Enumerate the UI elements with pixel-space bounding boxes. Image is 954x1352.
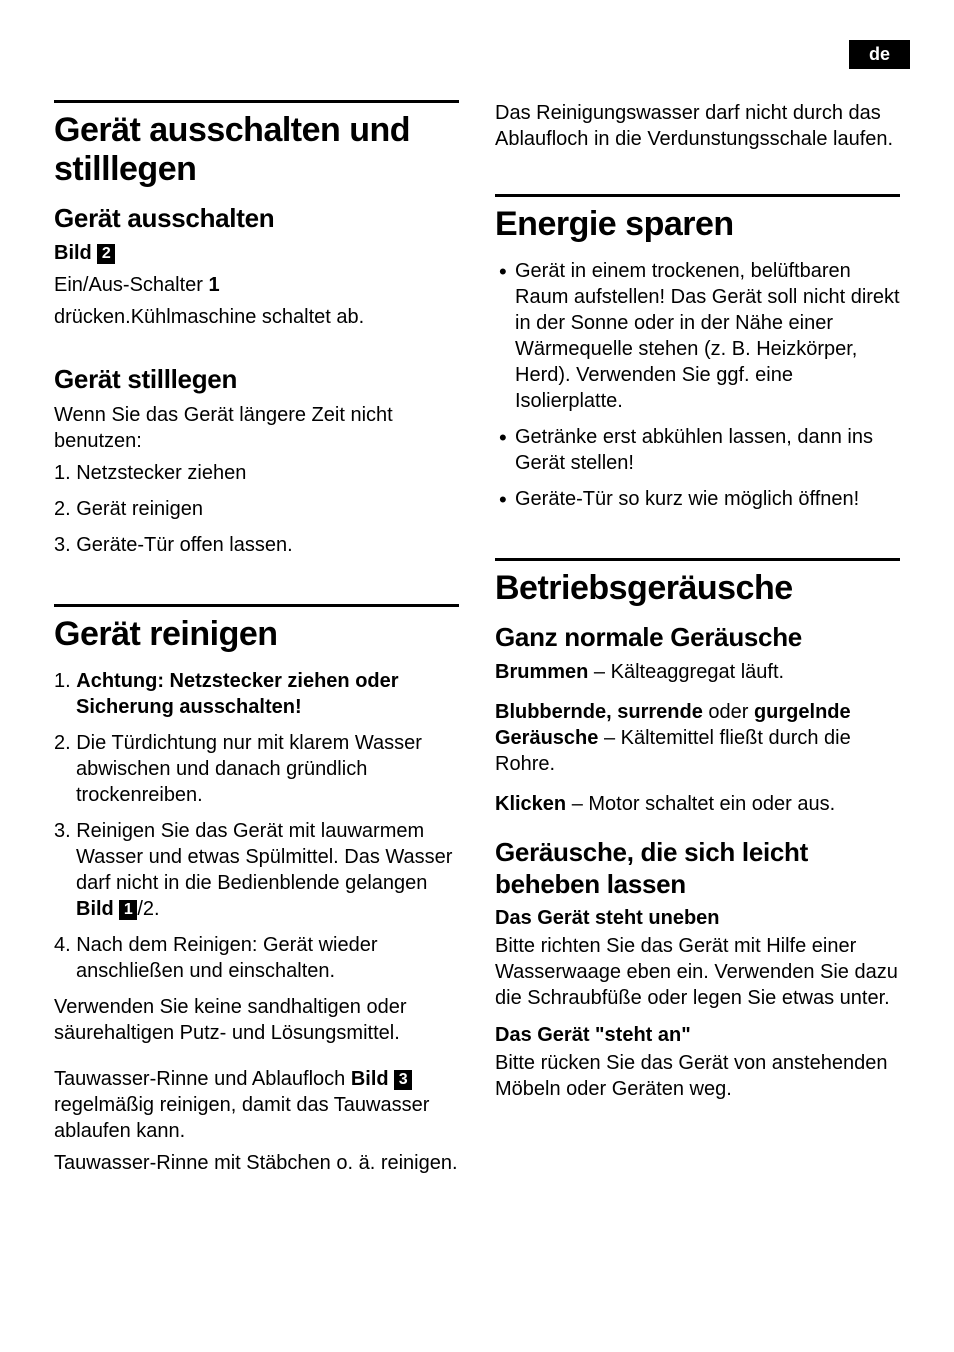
body-text: Bitte rücken Sie das Gerät von anstehend… <box>495 1050 900 1102</box>
page: Gerät ausschalten und stilllegen Gerät a… <box>0 0 954 1242</box>
sub-sub-heading: Das Gerät "steht an" <box>495 1023 900 1048</box>
warning-text: Achtung: Netzstecker ziehen oder Sicheru… <box>76 670 399 718</box>
list-item: Getränke erst abkühlen lassen, dann ins … <box>495 424 900 476</box>
list-number: 1. <box>54 670 71 692</box>
text-bold: Brummen <box>495 661 588 683</box>
heading-shutdown: Gerät ausschalten und stilllegen <box>54 111 459 189</box>
left-column: Gerät ausschalten und stilllegen Gerät a… <box>54 100 459 1182</box>
body-text: Verwenden Sie keine sandhaltigen oder sä… <box>54 994 459 1046</box>
body-text: Klicken – Motor schaltet ein oder aus. <box>495 791 900 817</box>
body-text: Bitte richten Sie das Gerät mit Hilfe ei… <box>495 933 900 1011</box>
body-text: Wenn Sie das Gerät längere Zeit nicht be… <box>54 402 459 454</box>
list-item: 2. Die Türdichtung nur mit klarem Wasser… <box>54 730 459 808</box>
list-item: 4. Nach dem Reinigen: Gerät wieder ansch… <box>54 932 459 984</box>
subheading-turn-off: Gerät ausschalten <box>54 203 459 234</box>
body-text: Tauwasser-Rinne und Ablaufloch Bild 3 re… <box>54 1066 459 1144</box>
section-divider <box>54 604 459 607</box>
text: regelmäßig reinigen, damit das Tauwasser… <box>54 1094 429 1142</box>
body-text: Tauwasser-Rinne mit Stäbchen o. ä. reini… <box>54 1150 459 1176</box>
text-bold: Klicken <box>495 793 566 815</box>
section-divider <box>495 194 900 197</box>
text: Tauwasser-Rinne und Ablaufloch <box>54 1068 345 1090</box>
section-divider <box>495 558 900 561</box>
body-text: Ein/Aus-Schalter 1 <box>54 272 459 298</box>
figure-number-icon: 1 <box>119 900 137 920</box>
text-bold: Blubbernde, surrende <box>495 701 703 723</box>
body-text: Das Reinigungswasser darf nicht durch da… <box>495 100 900 152</box>
figure-number-icon: 2 <box>97 244 115 264</box>
list-item: 3. Geräte-Tür offen lassen. <box>54 532 459 558</box>
heading-clean: Gerät reinigen <box>54 615 459 654</box>
body-text: Blubbernde, surrende oder gurgelnde Gerä… <box>495 699 900 777</box>
text-bold: 1 <box>209 274 220 296</box>
list-item: Gerät in einem trockenen, belüftbaren Ra… <box>495 258 900 414</box>
body-text: Brummen – Kälteaggregat läuft. <box>495 659 900 685</box>
list-item: Geräte-Tür so kurz wie möglich öffnen! <box>495 486 900 512</box>
figure-number-icon: 3 <box>394 1070 412 1090</box>
text: 3. Reinigen Sie das Gerät mit lauwarmem … <box>54 820 452 894</box>
list-item: 1. Netzstecker ziehen <box>54 460 459 486</box>
bild-label: Bild <box>351 1068 389 1090</box>
heading-noises: Betriebsgeräusche <box>495 569 900 608</box>
section-divider <box>54 100 459 103</box>
bild-label: Bild <box>76 898 114 920</box>
text: Ein/Aus-Schalter <box>54 274 203 296</box>
sub-sub-heading: Das Gerät steht uneben <box>495 906 900 931</box>
text: /2. <box>137 898 159 920</box>
body-text: drücken.Kühlmaschine schaltet ab. <box>54 304 459 330</box>
list-item: 3. Reinigen Sie das Gerät mit lauwarmem … <box>54 818 459 922</box>
heading-energy: Energie sparen <box>495 205 900 244</box>
list-item: 2. Gerät reinigen <box>54 496 459 522</box>
text: oder <box>708 701 748 723</box>
bullet-list: Gerät in einem trockenen, belüftbaren Ra… <box>495 258 900 512</box>
bild-ref: Bild 2 <box>54 240 459 266</box>
subheading-normal-noises: Ganz normale Geräusche <box>495 622 900 653</box>
ordered-list: 1. Achtung: Netzstecker ziehen oder Sich… <box>54 668 459 984</box>
subheading-decommission: Gerät stilllegen <box>54 364 459 395</box>
text: – Kälteaggregat läuft. <box>594 661 784 683</box>
bild-label: Bild <box>54 242 92 264</box>
text: – Motor schaltet ein oder aus. <box>572 793 835 815</box>
list-item: 1. Achtung: Netzstecker ziehen oder Sich… <box>54 668 459 720</box>
right-column: Das Reinigungswasser darf nicht durch da… <box>495 100 900 1182</box>
language-tag: de <box>849 40 910 69</box>
ordered-list: 1. Netzstecker ziehen 2. Gerät reinigen … <box>54 460 459 558</box>
subheading-fixable-noises: Geräusche, die sich leicht beheben lasse… <box>495 837 900 899</box>
